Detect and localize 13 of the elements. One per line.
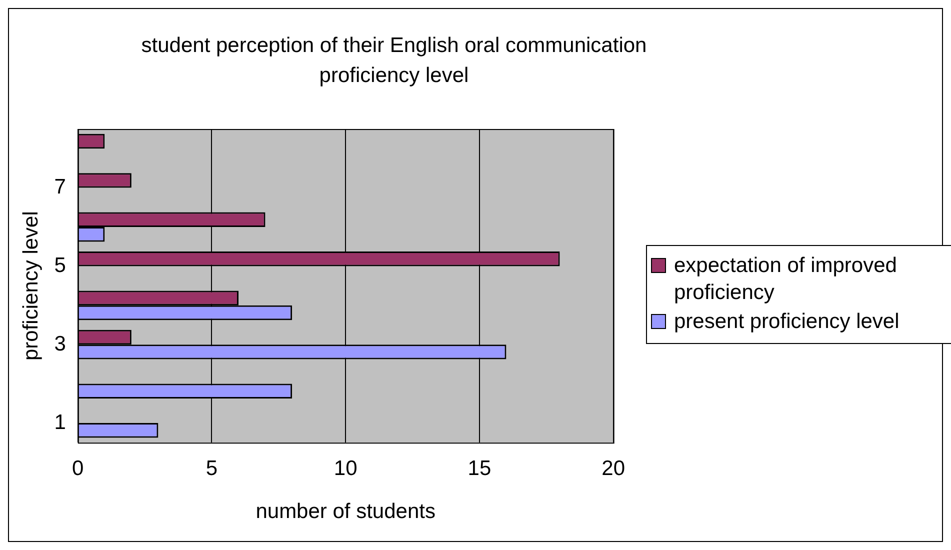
y-tick-label: 1 <box>54 410 66 434</box>
x-axis-title: number of students <box>256 500 436 524</box>
x-tick-label: 0 <box>72 456 84 480</box>
x-tick-label: 5 <box>206 456 218 480</box>
x-tick-label: 10 <box>334 456 358 480</box>
x-tick-label: 15 <box>468 456 492 480</box>
y-tick-label: 3 <box>54 332 66 356</box>
chart-title: student perception of their English oral communication proficiency level <box>140 33 648 89</box>
y-axis-title: proficiency level <box>19 211 42 361</box>
legend-label: present proficiency level <box>674 309 900 335</box>
x-tick-label: 20 <box>602 456 625 480</box>
y-tick-label: 7 <box>54 176 66 199</box>
y-tick-label: 5 <box>54 254 66 277</box>
